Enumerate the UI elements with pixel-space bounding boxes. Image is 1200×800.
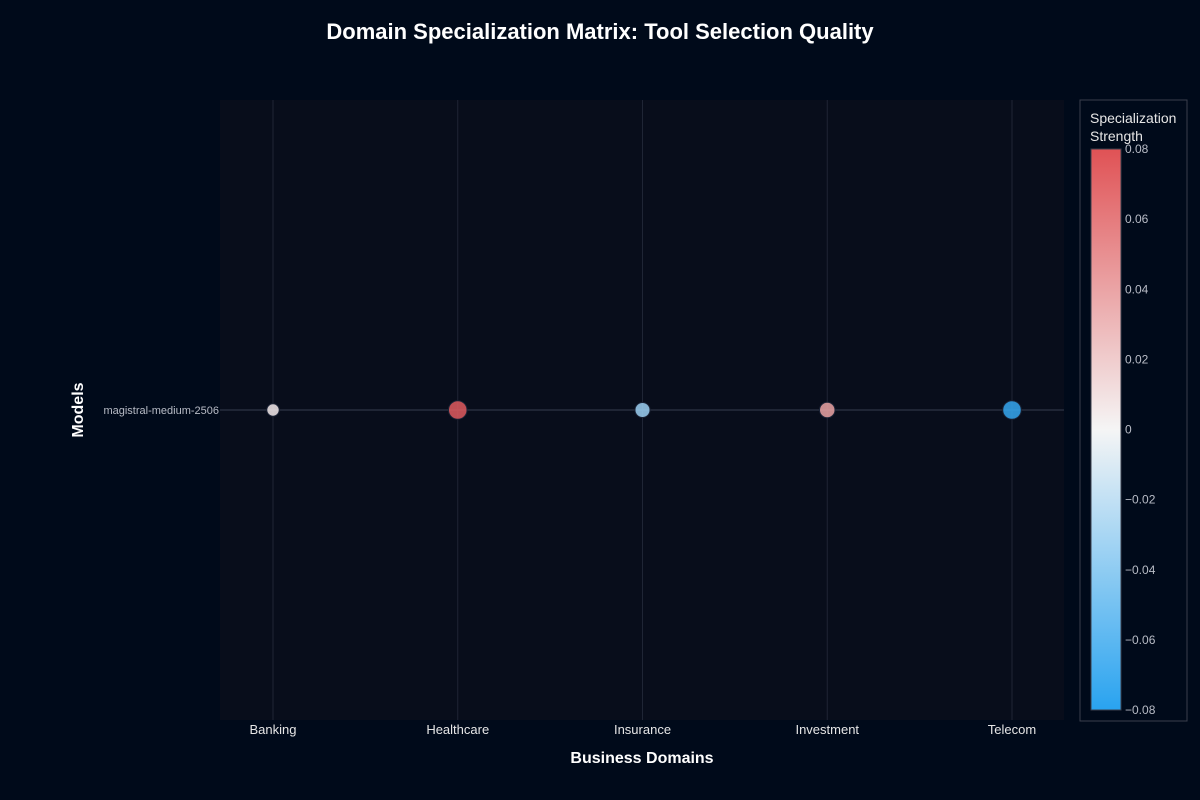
data-point: [266, 403, 280, 417]
y-axis-title: Models: [70, 382, 87, 437]
colorbar-tick-label: 0.04: [1125, 282, 1149, 296]
x-tick-label: Investment: [795, 722, 859, 737]
colorbar-tick-label: −0.04: [1125, 563, 1156, 577]
y-tick-labels: magistral-medium-2506: [103, 405, 219, 417]
x-tick-labels: Banking Healthcare Insurance Investment Tele…: [250, 722, 1037, 737]
colorbar-tick-label: 0.08: [1125, 142, 1149, 156]
x-axis-title: Business Domains: [570, 750, 713, 767]
colorbar-tick-label: 0.06: [1125, 212, 1149, 226]
y-tick-label: magistral-medium-2506: [103, 405, 219, 417]
data-point: [1002, 400, 1022, 420]
data-point: [819, 401, 836, 419]
colorbar-tick-label: −0.02: [1125, 493, 1156, 507]
colorbar-tick-label: −0.08: [1125, 703, 1156, 717]
colorbar-tick-label: −0.06: [1125, 633, 1156, 647]
data-point: [447, 400, 468, 420]
colorbar-tick-label: 0: [1125, 423, 1132, 437]
x-tick-label: Banking: [250, 722, 297, 737]
x-tick-label: Telecom: [988, 722, 1036, 737]
colorbar-title-line-2: Strength: [1090, 128, 1143, 144]
colorbar-title-line-1: Specialization: [1090, 110, 1176, 126]
data-points: [266, 400, 1022, 420]
colorbar: Specialization Strength 0.08 0.06 0.04 0.02…: [1079, 99, 1188, 722]
x-tick-label: Healthcare: [426, 722, 489, 737]
colorbar-title: Specialization Strength: [1090, 110, 1180, 144]
chart-title: Domain Specialization Matrix: Tool Selec…: [326, 19, 874, 44]
x-tick-label: Insurance: [614, 722, 671, 737]
colorbar-ticks: 0.08 0.06 0.04 0.02 0 −0.02 −0.04 −0.06 −0.08: [1125, 142, 1156, 717]
colorbar-tick-label: 0.02: [1125, 352, 1149, 366]
data-point: [634, 401, 651, 419]
colorbar-gradient: [1090, 148, 1122, 711]
